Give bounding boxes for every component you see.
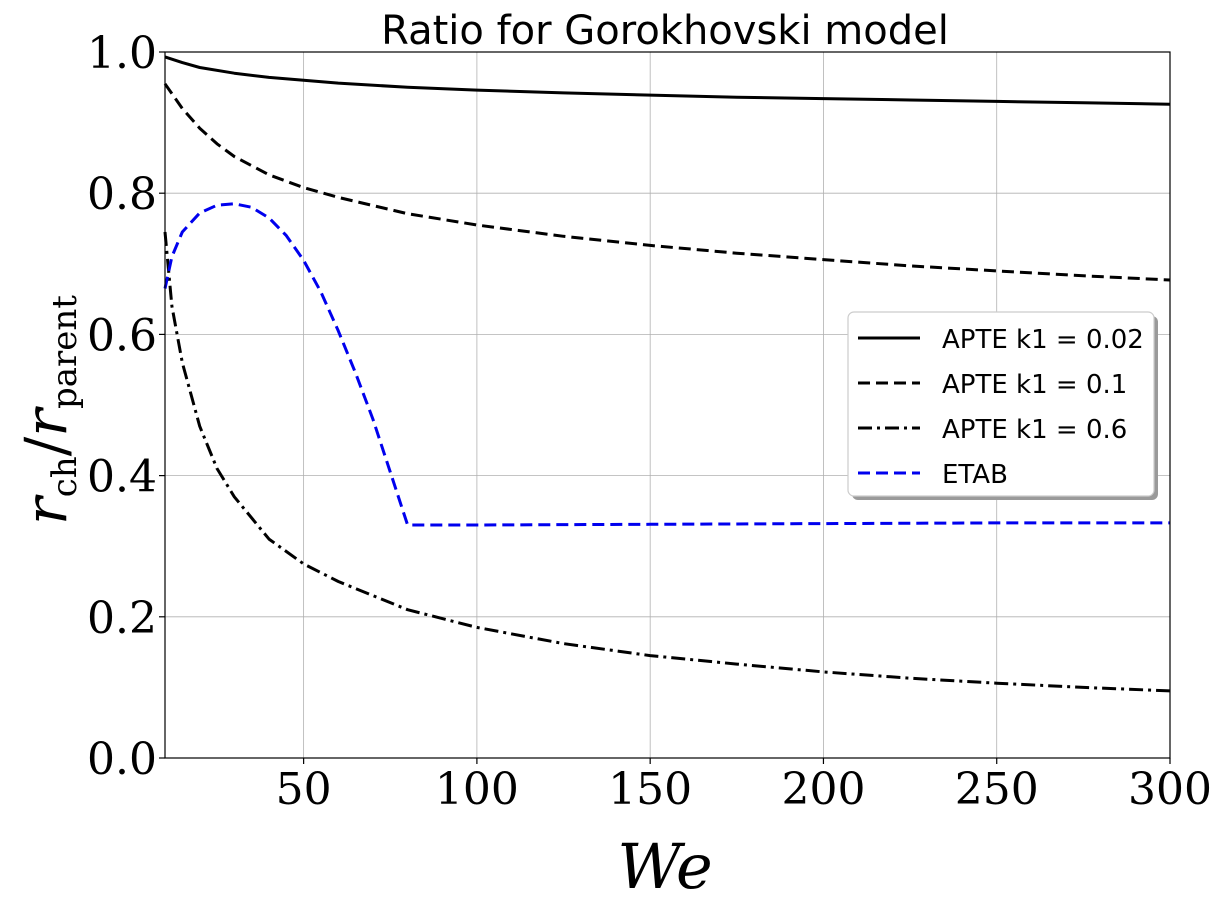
y-axis-label-slash: / (12, 436, 80, 456)
x-tick-label: 200 (781, 764, 865, 815)
legend-label-2: APTE k1 = 0.1 (942, 370, 1127, 400)
x-tick-label: 150 (608, 764, 692, 815)
y-axis-label-main-2: r (12, 406, 80, 437)
y-axis-label: rch/rparent (12, 295, 85, 525)
x-tick-label: 50 (276, 764, 332, 815)
legend-label-1: APTE k1 = 0.02 (942, 325, 1144, 355)
x-tick-label: 100 (435, 764, 519, 815)
y-ticks: 0.0 0.2 0.4 0.6 0.8 1.0 (87, 28, 165, 785)
series-line-3 (163, 231, 1171, 693)
x-ticks: 50 100 150 200 250 300 (276, 758, 1211, 815)
y-tick-label: 0.6 (87, 310, 157, 361)
y-axis-label-sub-parent: parent (45, 295, 85, 409)
y-tick-label: 1.0 (87, 28, 157, 79)
y-tick-label: 0.4 (87, 452, 157, 503)
legend-items: APTE k1 = 0.02 APTE k1 = 0.1 APTE k1 = 0.6… (858, 325, 1144, 490)
series-line-4 (163, 202, 1170, 527)
y-tick-label: 0.0 (87, 734, 157, 785)
legend-label-4: ETAB (942, 460, 1008, 490)
x-tick-label: 250 (955, 764, 1039, 815)
chart-title: Ratio for Gorokhovski model (381, 8, 949, 54)
legend: APTE k1 = 0.02 APTE k1 = 0.1 APTE k1 = 0.6… (847, 311, 1158, 500)
y-axis-label-main: r (12, 494, 80, 525)
series-line-2 (163, 82, 1171, 282)
series-group (163, 55, 1171, 693)
y-axis-label-sub-ch: ch (45, 456, 85, 497)
plot-frame (164, 51, 1171, 759)
legend-box (847, 311, 1155, 497)
y-tick-label: 0.2 (87, 593, 157, 644)
legend-label-3: APTE k1 = 0.6 (942, 415, 1127, 445)
series-line-1 (164, 55, 1171, 106)
x-tick-label: 300 (1128, 764, 1211, 815)
x-axis-label: We (617, 830, 712, 903)
y-tick-label: 0.8 (87, 169, 157, 220)
